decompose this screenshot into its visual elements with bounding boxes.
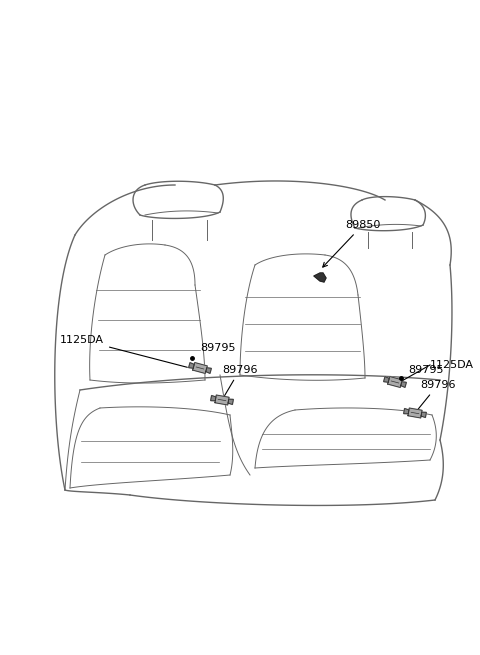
- Polygon shape: [215, 395, 229, 405]
- Text: 89796: 89796: [417, 380, 456, 411]
- Text: 89850: 89850: [323, 220, 380, 267]
- Polygon shape: [189, 363, 194, 368]
- Polygon shape: [421, 412, 426, 417]
- Polygon shape: [314, 273, 326, 282]
- Polygon shape: [206, 368, 211, 373]
- Text: 1125DA: 1125DA: [60, 335, 187, 367]
- Polygon shape: [228, 399, 233, 405]
- Text: 89795: 89795: [408, 365, 444, 375]
- Polygon shape: [388, 377, 402, 388]
- Polygon shape: [192, 363, 207, 373]
- Text: 89796: 89796: [222, 365, 257, 398]
- Text: 89795: 89795: [200, 343, 236, 353]
- Polygon shape: [408, 408, 422, 418]
- Polygon shape: [384, 377, 389, 383]
- Polygon shape: [401, 382, 407, 387]
- Text: 1125DA: 1125DA: [430, 360, 474, 370]
- Polygon shape: [404, 409, 409, 414]
- Polygon shape: [211, 396, 216, 401]
